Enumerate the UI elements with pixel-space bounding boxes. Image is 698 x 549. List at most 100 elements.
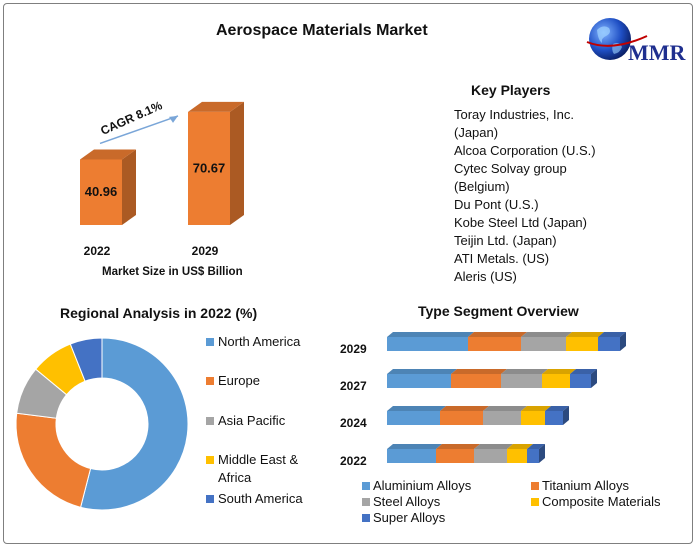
- segment-bar-top: [387, 369, 457, 374]
- segment-bar-top: [387, 444, 442, 449]
- market-bar-front: [80, 159, 122, 225]
- legend-label: Africa: [218, 470, 252, 485]
- segment-bar: [521, 332, 572, 351]
- segment-bar-front: [542, 374, 570, 388]
- logo-text: MMR: [628, 40, 686, 65]
- segment-bar-top: [521, 406, 551, 411]
- key-player-item: ATI Metals. (US): [454, 251, 550, 266]
- legend-label: Middle East &: [218, 452, 299, 467]
- segment-bar: [387, 369, 457, 388]
- segment-bar-front: [440, 411, 483, 425]
- segment-bar-front: [501, 374, 542, 388]
- legend-swatch: [531, 498, 539, 506]
- segment-bar-top: [566, 332, 604, 337]
- key-players-list: Toray Industries, Inc. (Japan) Alcoa Corpo…: [454, 106, 596, 286]
- segment-bar-top: [545, 406, 569, 411]
- segment-bar-top: [387, 406, 446, 411]
- market-bar-front: [188, 111, 230, 225]
- segment-bar: [436, 444, 480, 463]
- segment-bar-top: [507, 444, 533, 449]
- legend-label: Super Alloys: [373, 510, 446, 525]
- legend-swatch: [206, 338, 214, 346]
- segment-bar-top: [501, 369, 548, 374]
- key-player-item: Cytec Solvay group: [454, 161, 567, 176]
- legend-label: Aluminium Alloys: [373, 478, 472, 493]
- segment-bar-top: [436, 444, 480, 449]
- legend-swatch: [362, 482, 370, 490]
- legend-label: South America: [218, 491, 303, 506]
- logo: MMR: [585, 14, 695, 74]
- legend-swatch: [206, 377, 214, 385]
- segment-bar-front: [521, 337, 566, 351]
- key-player-item: Aleris (US): [454, 269, 517, 284]
- segment-bar: [542, 369, 576, 388]
- segment-year-label: 2027: [340, 379, 367, 393]
- market-bar-value: 40.96: [85, 184, 118, 199]
- segment-bar-front: [387, 337, 468, 351]
- globe-icon: [586, 18, 648, 60]
- key-player-item: Alcoa Corporation (U.S.): [454, 143, 596, 158]
- segment-bar-front: [387, 374, 451, 388]
- segment-bar: [566, 332, 604, 351]
- segment-bar-front: [570, 374, 591, 388]
- legend-label: Europe: [218, 373, 260, 388]
- key-player-item: Toray Industries, Inc.: [454, 107, 574, 122]
- regional-title: Regional Analysis in 2022 (%): [60, 305, 258, 321]
- segment-bar: [545, 406, 569, 425]
- segment-bar: [451, 369, 507, 388]
- segment-bar: [507, 444, 533, 463]
- segment-bar-front: [451, 374, 501, 388]
- regional-donut-chart: [15, 337, 189, 511]
- key-player-item: (Belgium): [454, 179, 510, 194]
- segment-bar-front: [521, 411, 545, 425]
- legend-swatch: [206, 495, 214, 503]
- segment-bar-front: [598, 337, 620, 351]
- key-player-item: (Japan): [454, 125, 499, 140]
- segment-bar: [468, 332, 527, 351]
- market-bar-top: [188, 101, 244, 112]
- segment-year-label: 2024: [340, 416, 367, 430]
- type-segment-chart: 2029 2027 2024 2022: [340, 332, 626, 468]
- market-bar-side: [230, 101, 244, 225]
- legend-label: Composite Materials: [542, 494, 661, 509]
- segment-bar-top: [542, 369, 576, 374]
- segment-bar-top: [440, 406, 489, 411]
- legend-swatch: [206, 417, 214, 425]
- donut-slice: [69, 337, 103, 382]
- key-player-item: Teijin Ltd. (Japan): [454, 233, 557, 248]
- segment-bar-top: [474, 444, 513, 449]
- segment-bar-end: [539, 444, 545, 463]
- market-bar-side: [122, 149, 136, 225]
- segment-bar-front: [483, 411, 521, 425]
- legend-label: Asia Pacific: [218, 413, 286, 428]
- market-bar-top: [80, 149, 136, 160]
- market-bar: [188, 101, 244, 225]
- segment-year-label: 2022: [340, 454, 367, 468]
- market-bar-category: 2029: [192, 244, 219, 258]
- page-title: Aerospace Materials Market: [216, 22, 428, 39]
- legend-label: Steel Alloys: [373, 494, 441, 509]
- segment-bar: [501, 369, 548, 388]
- segment-bar-front: [474, 449, 507, 463]
- segment-bar-end: [591, 369, 597, 388]
- donut-slice: [15, 412, 92, 508]
- segment-bar-front: [527, 449, 539, 463]
- donut-slice: [80, 337, 189, 511]
- segment-bar-front: [468, 337, 521, 351]
- segment-bar-front: [566, 337, 598, 351]
- segment-bar: [521, 406, 551, 425]
- segment-bar-front: [507, 449, 527, 463]
- segment-bar-front: [387, 449, 436, 463]
- segment-bar: [570, 369, 597, 388]
- cagr-arrow-line: [99, 115, 179, 145]
- legend-label: North America: [218, 334, 301, 349]
- segment-bar-front: [436, 449, 474, 463]
- market-bar: [80, 149, 136, 225]
- segment-year-label: 2029: [340, 342, 367, 356]
- key-player-item: Du Pont (U.S.): [454, 197, 539, 212]
- segment-bar-top: [468, 332, 527, 337]
- legend-label: Titanium Alloys: [542, 478, 629, 493]
- segment-bar-top: [521, 332, 572, 337]
- legend-swatch: [362, 514, 370, 522]
